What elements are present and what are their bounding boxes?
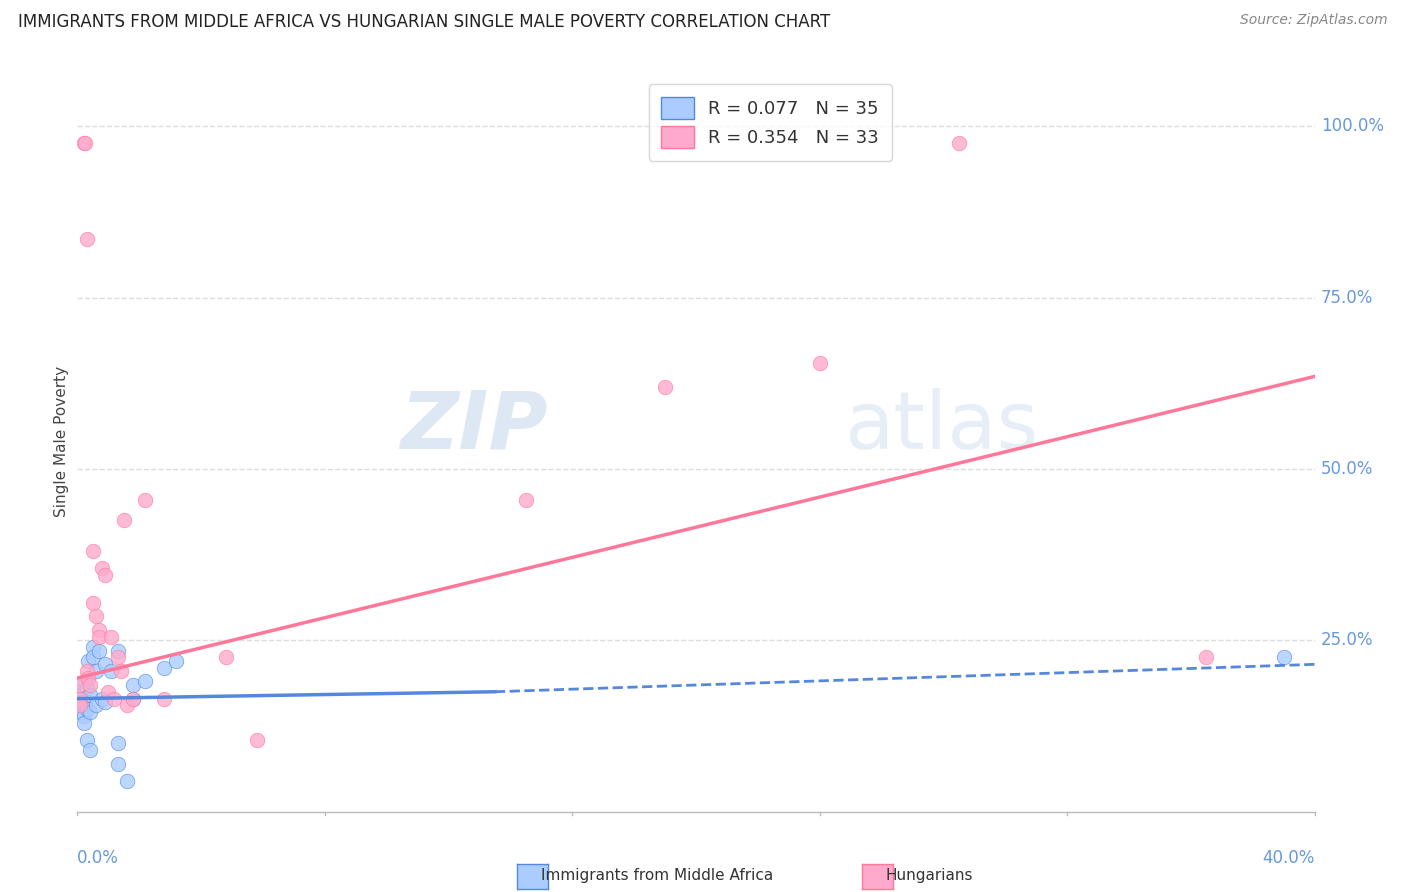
Point <box>82 596 104 610</box>
Point <box>72 698 94 713</box>
Point <box>153 691 176 706</box>
Point <box>97 685 120 699</box>
Text: ZIP: ZIP <box>401 388 547 466</box>
Text: 75.0%: 75.0% <box>1320 289 1374 307</box>
Point <box>87 623 110 637</box>
Point <box>69 688 91 702</box>
Point <box>67 685 90 699</box>
Point <box>134 674 156 689</box>
Point <box>79 678 101 692</box>
Point <box>1195 650 1218 665</box>
Point <box>69 706 91 720</box>
Point <box>153 661 176 675</box>
Point <box>94 568 117 582</box>
Point <box>84 609 107 624</box>
Point <box>82 544 104 558</box>
Point <box>87 643 110 657</box>
Text: Hungarians: Hungarians <box>886 869 973 883</box>
Point <box>82 640 104 655</box>
Point <box>72 708 94 723</box>
Point <box>72 136 94 151</box>
Point <box>1272 650 1295 665</box>
Point <box>70 695 93 709</box>
Point <box>72 715 94 730</box>
Text: atlas: atlas <box>845 388 1039 466</box>
Point <box>77 654 100 668</box>
Point <box>69 698 91 713</box>
Point <box>215 650 238 665</box>
Point <box>107 756 129 771</box>
Point <box>79 706 101 720</box>
Point <box>122 678 145 692</box>
Point <box>107 643 129 657</box>
Text: 50.0%: 50.0% <box>1320 460 1374 478</box>
Point <box>100 630 122 644</box>
Point <box>165 654 187 668</box>
Legend: R = 0.077   N = 35, R = 0.354   N = 33: R = 0.077 N = 35, R = 0.354 N = 33 <box>648 84 891 161</box>
Point <box>808 356 831 370</box>
Point <box>84 664 107 678</box>
Text: Immigrants from Middle Africa: Immigrants from Middle Africa <box>541 869 773 883</box>
Point <box>107 650 129 665</box>
Text: IMMIGRANTS FROM MIDDLE AFRICA VS HUNGARIAN SINGLE MALE POVERTY CORRELATION CHART: IMMIGRANTS FROM MIDDLE AFRICA VS HUNGARI… <box>18 13 831 31</box>
Point <box>115 773 138 788</box>
Point <box>110 664 132 678</box>
Point <box>79 688 101 702</box>
Point <box>948 136 970 151</box>
Point <box>69 691 91 706</box>
Point <box>122 691 145 706</box>
Point <box>69 698 91 713</box>
Point <box>76 681 98 696</box>
Point <box>76 702 98 716</box>
Point <box>115 698 138 713</box>
Point <box>75 674 96 689</box>
Text: 40.0%: 40.0% <box>1263 849 1315 867</box>
Text: 25.0%: 25.0% <box>1320 632 1374 649</box>
Point <box>87 630 110 644</box>
Text: 0.0%: 0.0% <box>77 849 120 867</box>
Point <box>91 561 114 575</box>
Text: Source: ZipAtlas.com: Source: ZipAtlas.com <box>1240 13 1388 28</box>
Text: 100.0%: 100.0% <box>1320 117 1384 136</box>
Point <box>246 732 269 747</box>
Point <box>82 650 104 665</box>
Y-axis label: Single Male Poverty: Single Male Poverty <box>53 366 69 517</box>
Point <box>515 492 537 507</box>
Point <box>94 695 117 709</box>
Point <box>100 664 122 678</box>
Point <box>76 232 98 246</box>
Point <box>91 691 114 706</box>
Point <box>77 671 100 685</box>
Point <box>67 678 90 692</box>
Point <box>79 743 101 757</box>
Point <box>122 691 145 706</box>
Point <box>112 513 135 527</box>
Point <box>75 136 96 151</box>
Point <box>103 691 125 706</box>
Point <box>84 698 107 713</box>
Point <box>76 664 98 678</box>
Point <box>76 732 98 747</box>
Point <box>107 736 129 750</box>
Point <box>94 657 117 672</box>
Point <box>654 380 676 394</box>
Point <box>134 492 156 507</box>
